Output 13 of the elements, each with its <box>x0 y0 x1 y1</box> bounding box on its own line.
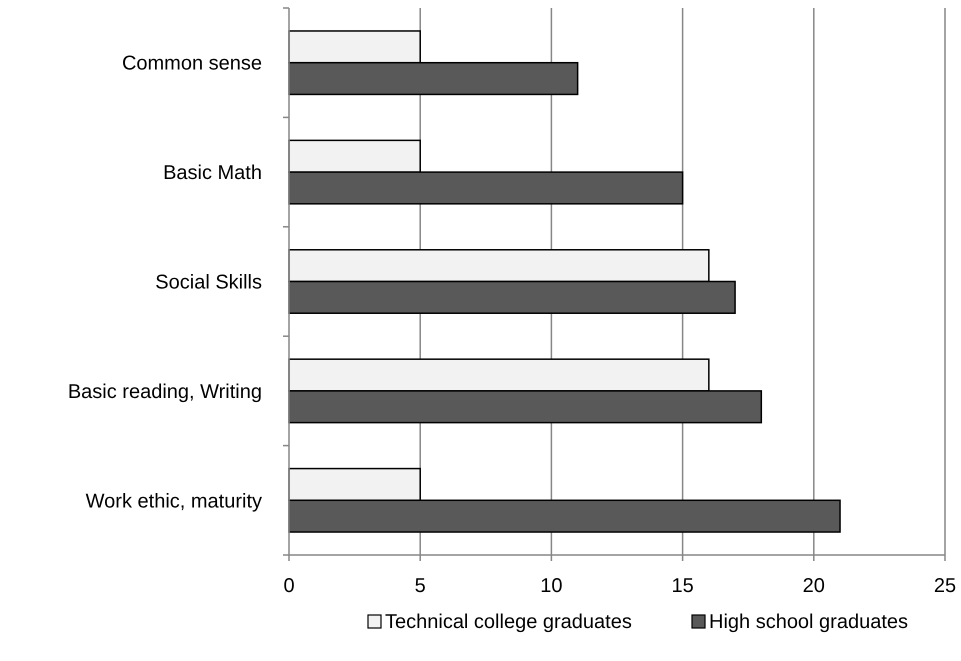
x-tick-label: 0 <box>283 575 295 597</box>
y-tick-label: Common sense <box>122 52 262 75</box>
legend-label: High school graduates <box>709 611 908 633</box>
x-tick-label: 10 <box>540 575 563 597</box>
x-tick-label: 20 <box>802 575 825 597</box>
x-tick-label: 5 <box>414 575 426 597</box>
y-tick-label: Basic Math <box>163 162 262 184</box>
x-tick-label: 25 <box>934 575 956 597</box>
y-tick-label: Basic reading, Writing <box>68 380 262 403</box>
x-tick-label: 15 <box>671 575 694 597</box>
legend-label: Technical college graduates <box>385 611 632 633</box>
y-tick-label: Social Skills <box>155 272 262 294</box>
y-tick-label: Work ethic, maturity <box>86 490 262 512</box>
